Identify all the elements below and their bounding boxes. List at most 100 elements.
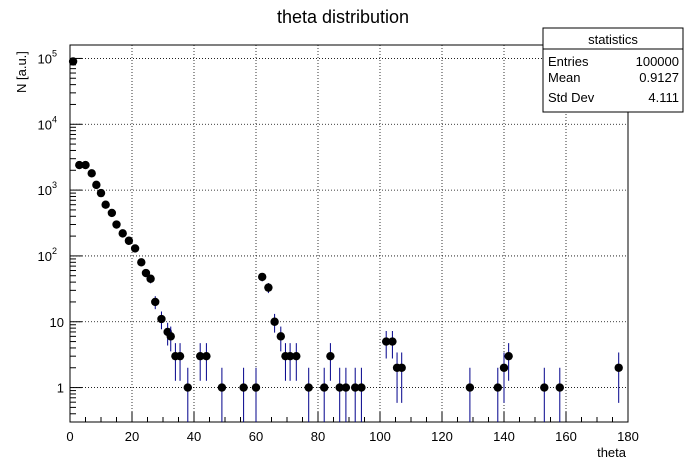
data-marker [141,268,151,278]
x-tick-label: 20 [125,429,139,444]
data-point [499,352,509,403]
data-point [196,343,205,381]
x-tick-labels: 0 20 40 60 80 100 120 140 160 180 [66,429,638,444]
x-tick-label: 180 [617,429,639,444]
data-point [304,367,313,422]
data-marker [87,169,96,178]
data-marker [276,332,285,341]
x-tick-label: 140 [493,429,515,444]
data-point [202,343,211,381]
statistics-box-frame [542,27,684,113]
data-marker [555,383,564,392]
data-marker [166,332,175,341]
data-point [217,367,227,422]
y-tick-label: 102 [38,246,57,264]
data-point [320,367,329,422]
data-point [504,343,513,381]
x-tick-label: 0 [66,429,73,444]
data-point [183,367,192,422]
data-marker [183,383,192,392]
data-marker [357,383,366,392]
data-point [151,296,160,310]
x-tick-label: 60 [249,429,263,444]
data-marker [270,317,279,326]
data-point [130,244,140,253]
data-point [388,330,397,359]
data-point [92,180,101,190]
x-tick-label: 100 [369,429,391,444]
data-point [75,160,84,170]
data-point [397,352,406,403]
axis-ticks [69,57,629,423]
data-marker [285,351,295,361]
data-point [137,258,146,267]
data-marker [75,160,84,170]
data-point [118,229,127,238]
data-marker [493,383,502,392]
data-marker [304,383,313,392]
data-marker [351,383,360,392]
data-point [157,311,166,330]
data-point [239,367,248,422]
stat-value-mean: 0.9127 [639,70,679,85]
data-point [107,208,117,218]
data-marker [107,208,117,218]
data-marker [382,337,391,346]
data-marker [239,383,248,392]
y-tick-label: 103 [38,180,57,198]
data-point [101,200,110,209]
y-tick-labels: 1 10 102 103 104 105 [38,48,64,395]
data-point [382,330,391,359]
data-marker [92,180,101,190]
data-marker [614,363,623,372]
data-point [112,220,121,229]
stat-value-stddev: 4.111 [648,90,679,105]
data-point [285,343,295,381]
data-point [326,343,335,381]
data-marker [96,188,106,198]
data-marker [151,297,160,307]
data-marker [81,160,90,170]
data-marker [264,283,273,292]
x-tick-label: 40 [187,429,201,444]
data-point [281,343,290,381]
x-tick-label: 120 [431,429,453,444]
data-point [175,343,185,381]
data-point [276,326,285,352]
data-marker [499,363,509,372]
data-marker [112,220,121,229]
data-point [270,313,279,333]
stat-label-entries: Entries [548,54,589,69]
data-marker [397,363,406,372]
data-marker [326,351,335,361]
data-marker [540,383,549,392]
data-point [614,352,623,403]
data-point [540,367,549,422]
data-marker [258,272,267,282]
data-marker [175,351,185,361]
data-point [493,367,502,422]
data-point [292,343,301,381]
data-marker [118,229,127,238]
y-tick-label: 1 [57,381,64,396]
data-marker [251,383,261,392]
x-tick-label: 80 [311,429,325,444]
data-marker [157,314,166,324]
y-tick-label: 104 [38,114,57,132]
statistics-title: statistics [588,32,638,47]
data-marker [335,383,344,392]
statistics-box: statistics Entries 100000 Mean 0.9127 St… [542,27,684,113]
data-marker [101,200,110,209]
data-point [96,188,106,198]
data-point [68,57,78,66]
data-marker [68,57,78,66]
data-point [124,236,134,245]
stat-value-entries: 100000 [636,54,679,69]
data-point [555,367,564,422]
data-marker [465,383,475,392]
data-marker [146,274,155,283]
data-marker [202,351,211,361]
data-point [258,272,267,282]
stat-label-mean: Mean [548,70,581,85]
